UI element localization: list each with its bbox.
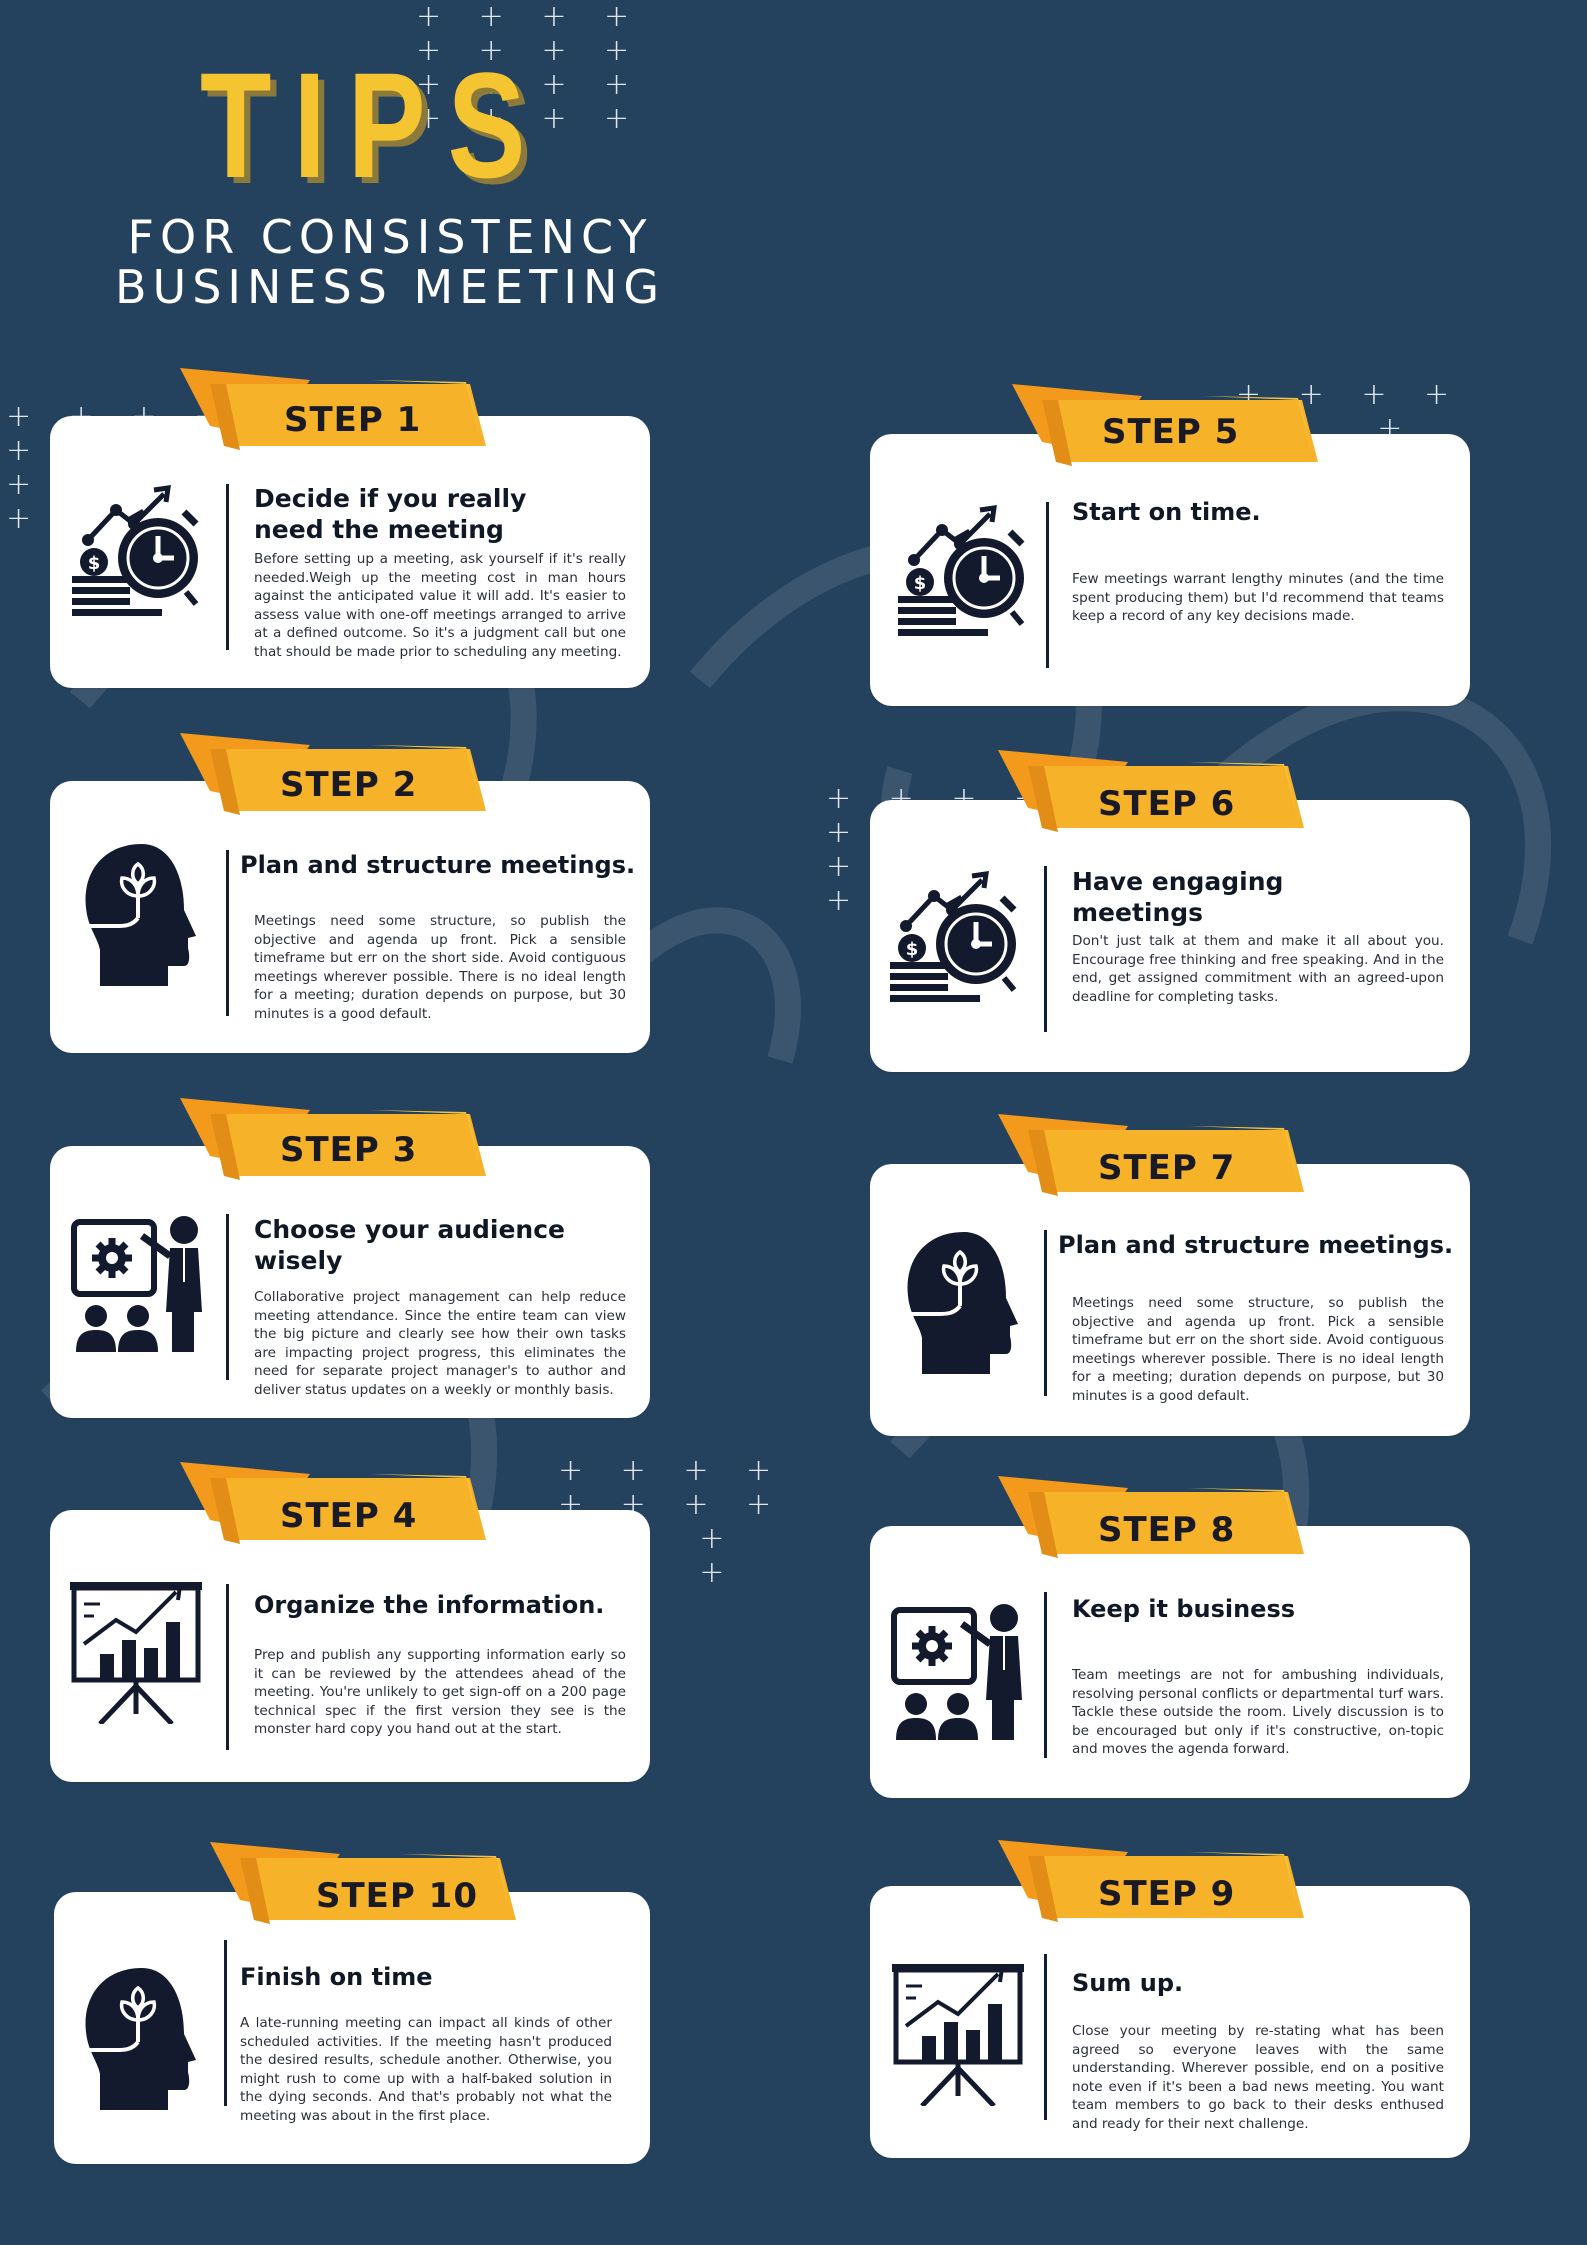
- step-body-9: Close your meeting by re-stating what ha…: [1072, 2023, 1444, 2132]
- step-card-9: [870, 1886, 1470, 2158]
- step-title-3: Choose your audience wisely: [254, 1215, 565, 1275]
- divider: [1044, 866, 1047, 1032]
- divider: [1044, 1230, 1047, 1396]
- clock-money-icon: [894, 500, 1034, 650]
- step-card-4: [50, 1510, 650, 1782]
- step-body-3: Collaborative project management can hel…: [254, 1289, 626, 1398]
- step-label-4: STEP 4: [280, 1496, 418, 1536]
- divider: [226, 1584, 229, 1750]
- step-title-9: Sum up.: [1072, 1969, 1184, 1997]
- step-label-9: STEP 9: [1098, 1874, 1236, 1914]
- divider: [226, 850, 229, 1016]
- step-title-5: Start on time.: [1072, 498, 1261, 526]
- step-body-7: Meetings need some structure, so publish…: [1072, 1295, 1444, 1404]
- step-label-2: STEP 2: [280, 765, 418, 805]
- clock-money-icon: [886, 866, 1026, 1016]
- head-plant-icon: [902, 1230, 1020, 1376]
- chart-easel-icon: [892, 1956, 1032, 2106]
- step-title-2: Plan and structure meetings.: [240, 851, 636, 879]
- divider: [226, 484, 229, 650]
- step-label-7: STEP 7: [1098, 1148, 1236, 1188]
- step-body-2: Meetings need some structure, so publish…: [254, 913, 626, 1022]
- step-label-8: STEP 8: [1098, 1510, 1236, 1550]
- step-label-10: STEP 10: [316, 1876, 478, 1916]
- step-card-3: [50, 1146, 650, 1418]
- plus-decoration: + + + + + + + + + + + + + + + +: [416, 0, 644, 136]
- subtitle-line: FOR CONSISTENCY: [127, 210, 653, 264]
- divider: [226, 1214, 229, 1380]
- step-label-3: STEP 3: [280, 1130, 418, 1170]
- divider: [224, 1940, 227, 2106]
- page-title: TIPS: [200, 41, 548, 209]
- step-label-6: STEP 6: [1098, 784, 1236, 824]
- presentation-audience-icon: [890, 1600, 1030, 1750]
- step-title-7: Plan and structure meetings.: [1058, 1231, 1454, 1259]
- head-plant-icon: [80, 842, 198, 988]
- head-plant-icon: [80, 1966, 198, 2112]
- step-body-1: Before setting up a meeting, ask yoursel…: [254, 551, 626, 660]
- step-body-10: A late-running meeting can impact all ki…: [240, 2015, 612, 2124]
- divider: [1046, 502, 1049, 668]
- step-title-1: Decide if you really need the meeting: [254, 484, 527, 544]
- divider: [1044, 1592, 1047, 1758]
- step-title-10: Finish on time: [240, 1963, 433, 1991]
- step-title-6: Have engaging meetings: [1072, 867, 1284, 927]
- divider: [1044, 1954, 1047, 2120]
- clock-money-icon: [68, 480, 208, 630]
- step-body-5: Few meetings warrant lengthy minutes (an…: [1072, 571, 1444, 624]
- step-label-5: STEP 5: [1102, 412, 1240, 452]
- step-body-6: Don't just talk at them and make it all …: [1072, 933, 1444, 1005]
- step-card-8: [870, 1526, 1470, 1798]
- subtitle-line: BUSINESS MEETING: [114, 260, 666, 314]
- presentation-audience-icon: [70, 1212, 210, 1362]
- step-body-4: Prep and publish any supporting informat…: [254, 1647, 626, 1737]
- step-label-1: STEP 1: [284, 400, 422, 440]
- step-title-8: Keep it business: [1072, 1595, 1296, 1623]
- step-body-8: Team meetings are not for ambushing indi…: [1072, 1667, 1444, 1757]
- page-subtitle: FOR CONSISTENCY BUSINESS MEETING: [100, 212, 680, 312]
- chart-easel-icon: [70, 1574, 210, 1724]
- plus-decoration: + + + + + + + + + +: [558, 1453, 786, 1590]
- step-title-4: Organize the information.: [254, 1591, 605, 1619]
